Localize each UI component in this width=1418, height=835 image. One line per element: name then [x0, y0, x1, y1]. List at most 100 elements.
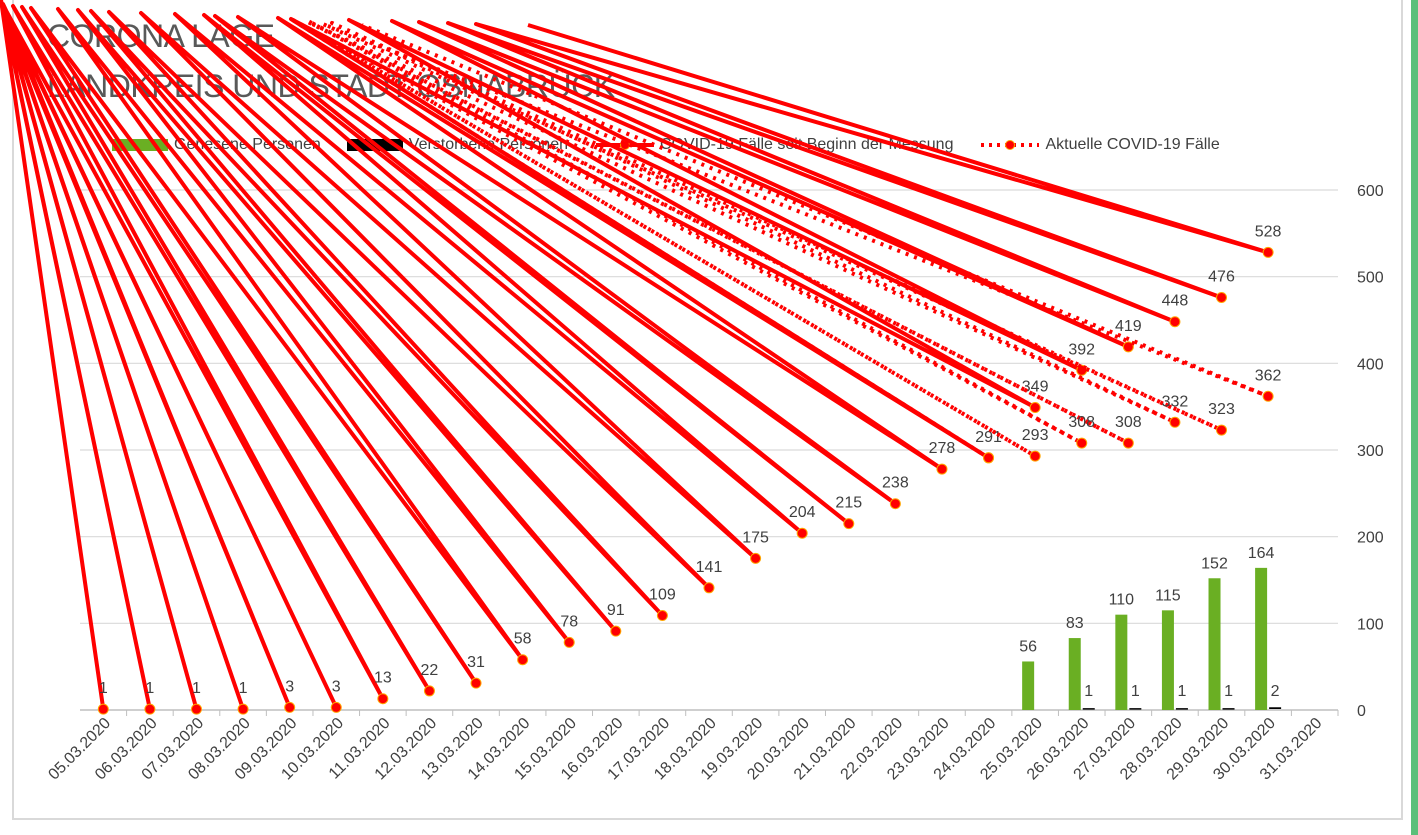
cases-point: [1216, 291, 1228, 303]
bar-deaths: [1129, 708, 1142, 710]
y-tick-label: 500: [1357, 270, 1384, 287]
bar-deaths: [1082, 708, 1095, 710]
cases-point: [563, 636, 575, 648]
cases-point: [936, 463, 948, 475]
cases-point: [796, 527, 808, 539]
data-label: 78: [560, 613, 578, 630]
cases-point: [610, 625, 622, 637]
cases-point: [1122, 341, 1134, 353]
cases-point: [1169, 316, 1181, 328]
data-label: 293: [1022, 427, 1049, 444]
data-label: 22: [421, 662, 439, 679]
bar-deaths: [1269, 707, 1282, 709]
data-label: 31: [467, 654, 485, 671]
window-edge-bar: [1411, 0, 1418, 835]
bar-recovered: [1208, 578, 1221, 710]
data-label: 1: [99, 680, 108, 697]
data-label: 1: [1224, 683, 1233, 700]
y-tick-label: 200: [1357, 530, 1384, 547]
current-line: [289, 17, 1271, 460]
cases-point: [1029, 402, 1041, 414]
legend-label: Aktuelle COVID-19 Fälle: [1045, 136, 1220, 153]
data-label: 13: [374, 670, 392, 687]
data-label: 1: [239, 680, 248, 697]
data-label: 2: [1271, 683, 1280, 700]
data-label: 164: [1248, 545, 1275, 562]
data-label: 476: [1208, 268, 1235, 285]
data-label: 141: [696, 559, 723, 576]
y-tick-label: 300: [1357, 443, 1384, 460]
data-label: 83: [1066, 615, 1084, 632]
chart-frame: [12, 0, 1403, 820]
data-label: 1: [1131, 683, 1140, 700]
cases-point: [377, 693, 389, 705]
data-label: 215: [835, 495, 862, 512]
data-label: 323: [1208, 401, 1235, 418]
y-tick-label: 400: [1357, 356, 1384, 373]
data-label: 1: [192, 680, 201, 697]
cases-point: [656, 610, 668, 622]
data-label: 1: [1084, 683, 1093, 700]
y-tick-label: 100: [1357, 616, 1384, 633]
data-label: 332: [1162, 393, 1189, 410]
bar-recovered: [1161, 610, 1174, 710]
cases-point: [190, 703, 202, 715]
current-point: [1122, 437, 1134, 449]
data-label: 419: [1115, 318, 1142, 335]
cases-point: [750, 552, 762, 564]
data-label: 278: [929, 440, 956, 457]
cases-point: [889, 498, 901, 510]
current-point: [1169, 416, 1181, 428]
y-tick-label: 0: [1357, 703, 1366, 720]
data-label: 115: [1155, 587, 1181, 604]
data-label: 362: [1255, 367, 1282, 384]
cases-point: [1262, 246, 1274, 258]
data-label: 175: [742, 529, 769, 546]
current-point: [1029, 450, 1041, 462]
data-label: 1: [1177, 683, 1186, 700]
data-label: 1: [145, 680, 154, 697]
cases-point: [703, 582, 715, 594]
data-label: 58: [514, 631, 532, 648]
y-tick-label: 600: [1357, 183, 1384, 200]
data-label: 3: [285, 678, 294, 695]
cases-point: [843, 518, 855, 530]
bar-recovered: [1068, 638, 1081, 710]
current-point: [1216, 424, 1228, 436]
data-label: 238: [882, 475, 909, 492]
bar-deaths: [1222, 708, 1235, 710]
bar-recovered: [1255, 567, 1268, 710]
current-point: [1076, 437, 1088, 449]
cases-point: [144, 703, 156, 715]
current-point: [983, 452, 995, 464]
cases-point: [423, 685, 435, 697]
data-label: 392: [1068, 341, 1095, 358]
data-label: 528: [1255, 223, 1282, 240]
bar-deaths: [1175, 708, 1188, 710]
data-label: 204: [789, 504, 816, 521]
cases-point: [237, 703, 249, 715]
legend-item-current: Aktuelle COVID-19 Fälle: [979, 136, 1220, 154]
data-label: 3: [332, 678, 341, 695]
data-label: 109: [649, 587, 676, 604]
bar-recovered: [1115, 614, 1128, 710]
cases-point: [97, 703, 109, 715]
cases-point: [330, 701, 342, 713]
legend-swatch-current: [981, 140, 1040, 150]
current-point: [1262, 390, 1274, 402]
data-label: 308: [1115, 414, 1142, 431]
cases-point: [284, 701, 296, 713]
data-label: 152: [1201, 555, 1228, 572]
cases-point: [517, 654, 529, 666]
data-label: 349: [1022, 379, 1049, 396]
data-label: 448: [1162, 293, 1189, 310]
data-label: 291: [975, 429, 1002, 446]
cases-line: [0, 0, 1271, 712]
data-label: 308: [1068, 414, 1095, 431]
data-label: 110: [1109, 592, 1135, 609]
data-label: 91: [607, 602, 625, 619]
cases-point: [470, 677, 482, 689]
data-label: 56: [1019, 638, 1037, 655]
bar-recovered: [1022, 661, 1035, 710]
